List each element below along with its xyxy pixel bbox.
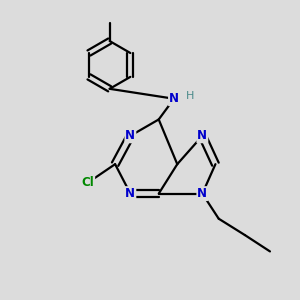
Text: N: N [125, 187, 135, 200]
Text: Cl: Cl [82, 176, 94, 189]
Text: N: N [125, 129, 135, 142]
Text: N: N [197, 187, 207, 200]
Text: N: N [197, 129, 207, 142]
Text: H: H [185, 91, 194, 101]
Text: N: N [169, 92, 179, 105]
